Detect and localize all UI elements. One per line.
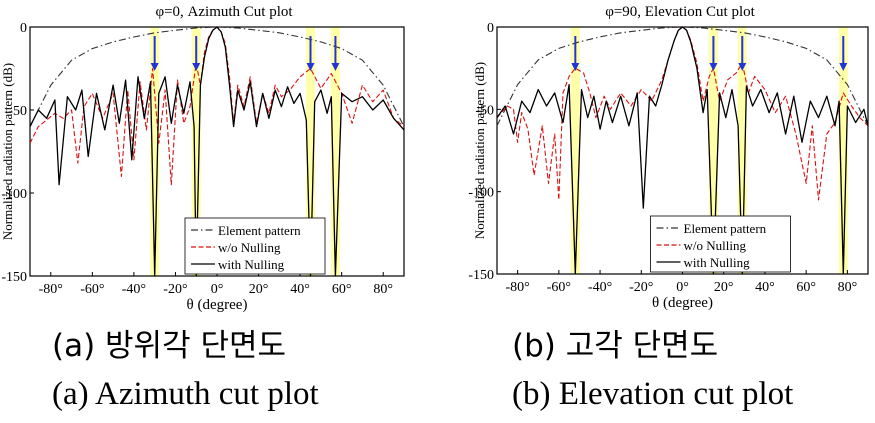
azimuth-series-2 — [29, 26, 405, 277]
azimuth-ytick-label-1: -50 — [8, 104, 27, 119]
caption-a-english: (a) Azimuth cut plot — [52, 376, 319, 412]
elevation-xtick-label-1: -60° — [547, 280, 571, 295]
azimuth-chart-title: φ=0, Azimuth Cut plot — [155, 4, 293, 20]
azimuth-xtick-label-8: 80° — [373, 282, 393, 297]
azimuth-series-0 — [29, 26, 405, 127]
elevation-chart-title: φ=90, Elevation Cut plot — [605, 4, 755, 20]
azimuth-null-band-0 — [150, 27, 160, 276]
elevation-ytick-label-2: -100 — [468, 186, 494, 201]
elevation-null-band-2 — [737, 27, 747, 274]
azimuth-xtick-label-0: -80° — [39, 282, 63, 297]
azimuth-null-band-2 — [306, 27, 315, 276]
azimuth-series-1 — [29, 26, 405, 186]
azimuth-ytick-label-0: 0 — [20, 21, 27, 36]
azimuth-legend-box — [184, 217, 326, 275]
azimuth-legend-label-2: with Nulling — [218, 257, 285, 272]
azimuth-xtick-label-3: -20° — [163, 282, 187, 297]
elevation-cut-chart: φ=90, Elevation Cut plot -80° -60° -40° -20°… — [468, 4, 869, 311]
elevation-y-axis-label: Normalized radiation pattern (dB) — [472, 62, 487, 239]
elevation-x-axis-label: θ (degree) — [652, 295, 713, 311]
elevation-xtick-label-2: -40° — [588, 280, 612, 295]
elevation-xtick-label-6: 40° — [755, 280, 775, 295]
elevation-ytick-label-0: 0 — [487, 21, 494, 36]
caption-b-korean: (b) 고각 단면도 — [512, 328, 719, 364]
azimuth-ytick-label-3: -150 — [1, 270, 27, 285]
azimuth-xtick-label-7: 60° — [332, 282, 352, 297]
azimuth-null-band-1 — [191, 27, 201, 276]
elevation-series-2 — [496, 26, 869, 275]
elevation-null-band-1 — [708, 27, 718, 274]
azimuth-x-axis-label: θ (degree) — [187, 297, 248, 313]
azimuth-y-axis-label: Normalized radiation pattern (dB) — [0, 63, 15, 240]
azimuth-xtick-label-1: -60° — [80, 282, 104, 297]
elevation-xtick-label-8: 80° — [838, 280, 858, 295]
azimuth-null-band-3 — [330, 27, 340, 276]
elevation-legend-label-0: Element pattern — [684, 221, 767, 236]
elevation-xtick-label-5: 20° — [714, 280, 734, 295]
azimuth-xtick-label-2: -40° — [122, 282, 146, 297]
caption-b-english: (b) Elevation cut plot — [512, 376, 794, 412]
elevation-xtick-label-4: 0° — [676, 280, 689, 295]
elevation-series-1 — [496, 26, 869, 201]
elevation-null-band-0 — [570, 27, 580, 274]
elevation-null-band-3 — [838, 27, 848, 274]
elevation-ytick-label-3: -150 — [468, 268, 494, 283]
elevation-legend-label-2: with Nulling — [684, 255, 751, 270]
elevation-xtick-label-7: 60° — [796, 280, 816, 295]
azimuth-xtick-label-6: 40° — [290, 282, 310, 297]
azimuth-legend-label-0: Element pattern — [218, 223, 301, 238]
elevation-xtick-label-0: -80° — [505, 280, 529, 295]
elevation-xtick-label-3: -20° — [629, 280, 653, 295]
azimuth-ytick-label-2: -100 — [1, 187, 27, 202]
caption-a-korean: (a) 방위각 단면도 — [52, 328, 287, 364]
azimuth-cut-chart: φ=0, Azimuth Cut plot -80° -60° -40° -20° 0° 2… — [0, 4, 405, 313]
azimuth-legend-label-1: w/o Nulling — [218, 240, 281, 255]
elevation-series-0 — [496, 26, 869, 127]
azimuth-xtick-label-5: 20° — [249, 282, 269, 297]
elevation-ytick-label-1: -50 — [475, 103, 494, 118]
elevation-legend-box — [650, 215, 791, 273]
azimuth-xtick-label-4: 0° — [211, 282, 224, 297]
elevation-legend-label-1: w/o Nulling — [684, 238, 747, 253]
